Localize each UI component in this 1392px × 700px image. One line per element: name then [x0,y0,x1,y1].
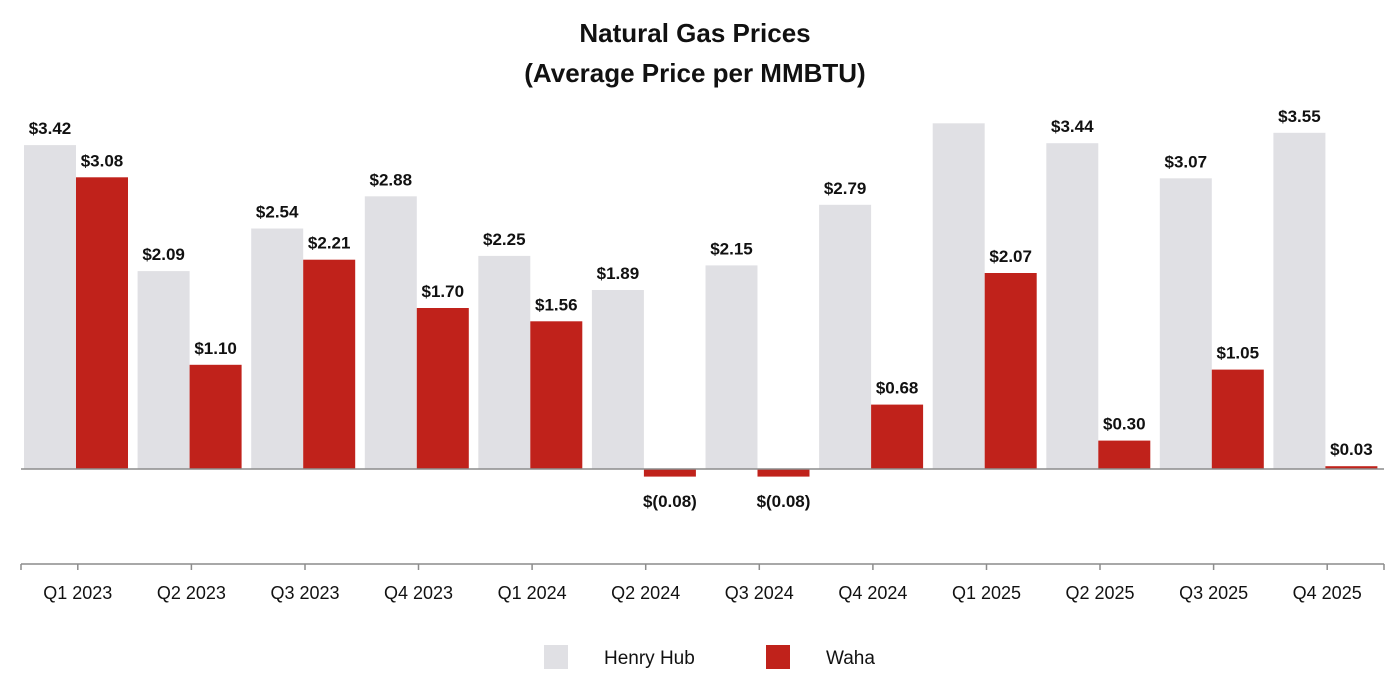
bar-henry-hub-q3-2024 [705,265,758,469]
value-label-henry-hub-q2-2023: $2.09 [142,245,185,264]
bar-waha-q1-2024 [530,321,583,469]
value-labels-group: $3.42 $3.08 $2.09 $1.10 $2.54 $2.21 $2.88 $1.70… [29,107,1373,511]
bar-henry-hub-q2-2024 [591,290,644,469]
tick-label-q3-2025: Q3 2025 [1179,583,1248,603]
bar-henry-hub-q1-2024 [478,255,531,469]
value-label-henry-hub-q3-2023: $2.54 [256,203,299,222]
value-label-henry-hub-q2-2025: $3.44 [1051,117,1094,136]
bar-waha-q3-2024 [757,469,810,477]
bar-henry-hub-q4-2024 [819,204,872,470]
value-label-waha-q2-2024: $(0.08) [643,492,697,511]
value-label-henry-hub-q4-2023: $2.88 [370,170,413,189]
tick-label-q3-2024: Q3 2024 [725,583,794,603]
bar-henry-hub-q3-2023 [251,228,304,469]
chart-subtitle: (Average Price per MMBTU) [524,58,865,88]
bar-waha-q3-2025 [1211,369,1264,469]
value-label-waha-q1-2024: $1.56 [535,295,578,314]
tick-label-q4-2025: Q4 2025 [1293,583,1362,603]
value-label-waha-q1-2023: $3.08 [81,151,124,170]
value-label-henry-hub-q3-2025: $3.07 [1165,152,1208,171]
x-axis-tick-labels: Q1 2023 Q2 2023 Q3 2023 Q4 2023 Q1 2024 Q2 20… [43,583,1361,603]
tick-label-q2-2025: Q2 2025 [1065,583,1134,603]
bar-henry-hub-q4-2023 [364,196,417,470]
value-label-waha-q1-2025: $2.07 [989,247,1032,266]
chart-title: Natural Gas Prices [579,18,810,48]
bar-henry-hub-q2-2023 [137,271,190,469]
value-label-waha-q4-2024: $0.68 [876,379,919,398]
bar-waha-q2-2023 [189,364,242,469]
bar-henry-hub-q1-2025 [932,123,985,470]
bar-waha-q1-2025 [984,273,1037,469]
tick-label-q4-2023: Q4 2023 [384,583,453,603]
bar-henry-hub-q1-2023 [24,145,76,469]
bar-waha-q4-2023 [416,308,469,469]
bar-henry-hub-q3-2025 [1159,178,1212,470]
value-label-waha-q2-2023: $1.10 [194,339,237,358]
tick-label-q2-2024: Q2 2024 [611,583,680,603]
legend-label-waha: Waha [826,648,875,669]
value-label-waha-q3-2023: $2.21 [308,234,351,253]
legend-swatch-waha [766,645,790,669]
value-label-waha-q4-2023: $1.70 [422,282,465,301]
legend-label-henry-hub: Henry Hub [604,648,695,669]
tick-label-q2-2023: Q2 2023 [157,583,226,603]
tick-label-q3-2023: Q3 2023 [270,583,339,603]
tick-label-q1-2023: Q1 2023 [43,583,112,603]
bar-waha-q3-2023 [303,259,356,469]
value-label-waha-q3-2025: $1.05 [1217,344,1260,363]
bar-waha-q2-2025 [1098,440,1151,469]
value-label-henry-hub-q1-2023: $3.42 [29,119,72,138]
bars-group [24,123,1378,477]
bar-henry-hub-q4-2025 [1273,132,1326,470]
value-label-waha-q4-2025: $0.03 [1330,440,1373,459]
bar-waha-q4-2024 [871,404,924,469]
tick-label-q1-2025: Q1 2025 [952,583,1021,603]
legend-swatch-henry-hub [544,645,568,669]
value-label-waha-q3-2024: $(0.08) [757,492,811,511]
tick-label-q1-2024: Q1 2024 [498,583,567,603]
x-axis-ticks [20,564,1385,570]
value-label-henry-hub-q3-2024: $2.15 [710,239,753,258]
value-label-henry-hub-q1-2024: $2.25 [483,230,526,249]
bar-waha-q1-2023 [76,177,128,470]
value-label-henry-hub-q2-2024: $1.89 [597,264,640,283]
legend: Henry Hub Waha [544,645,875,669]
tick-label-q4-2024: Q4 2024 [838,583,907,603]
value-label-waha-q2-2025: $0.30 [1103,415,1146,434]
bar-waha-q4-2025 [1325,466,1378,469]
value-label-henry-hub-q4-2025: $3.55 [1278,107,1321,126]
bar-henry-hub-q2-2025 [1046,143,1099,469]
bar-waha-q2-2024 [643,469,696,477]
value-label-henry-hub-q4-2024: $2.79 [824,179,867,198]
